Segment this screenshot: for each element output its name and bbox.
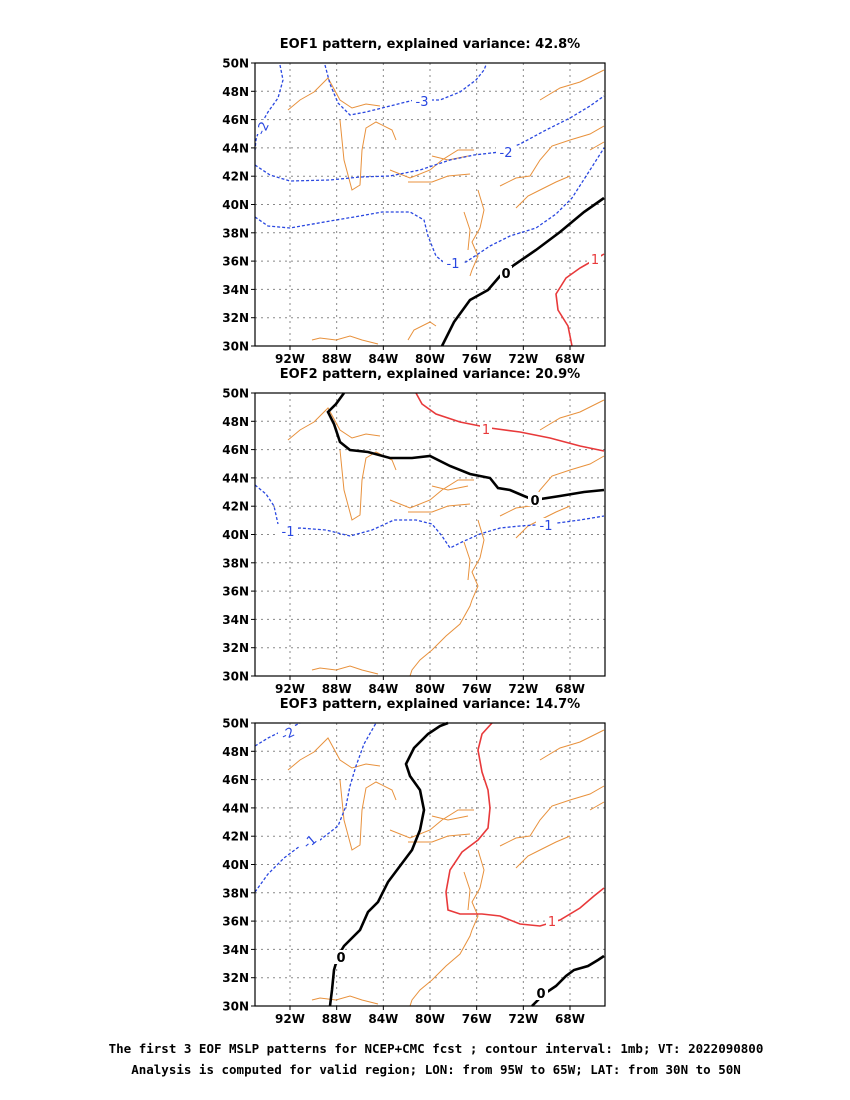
lat-tick-label: 34N — [222, 613, 249, 627]
lon-tick-label: 92W — [275, 682, 305, 696]
lat-tick-label: 32N — [222, 641, 249, 655]
eof3-axis-labels: 92W 88W 84W 80W 76W 72W 68W 50N 48N 46N 44N 42N 40N 3… — [222, 717, 585, 1027]
lat-tick-label: 46N — [222, 773, 249, 787]
lat-tick-label: 44N — [222, 141, 249, 155]
eof3-label-zero-se: 0 — [536, 987, 545, 1002]
lat-tick-label: 38N — [222, 556, 249, 570]
lat-tick-label: 40N — [222, 858, 249, 872]
lat-tick-label: 30N — [222, 1000, 249, 1014]
lat-tick-label: 30N — [222, 670, 249, 684]
eof2-label-zero: 0 — [530, 494, 539, 509]
eof1-contour-neg2-west — [254, 64, 284, 151]
eof1-panel: EOF1 pattern, explained variance: 42.8% — [222, 37, 606, 367]
lat-tick-label: 46N — [222, 113, 249, 127]
lon-tick-label: 68W — [555, 682, 585, 696]
eof3-contour-neg2 — [254, 722, 301, 747]
lat-tick-label: 38N — [222, 886, 249, 900]
eof1-label-neg1: -1 — [447, 257, 460, 272]
lon-tick-label: 76W — [462, 682, 492, 696]
lat-tick-label: 40N — [222, 528, 249, 542]
lat-tick-label: 34N — [222, 943, 249, 957]
eof2-panel: EOF2 pattern, explained variance: 20.9% … — [222, 367, 606, 697]
lon-tick-label: 84W — [368, 1012, 398, 1026]
lat-tick-label: 48N — [222, 85, 249, 99]
eof3-label-neg2: -2 — [279, 725, 297, 744]
lon-tick-label: 80W — [415, 1012, 445, 1026]
lon-tick-label: 68W — [555, 1012, 585, 1026]
lat-tick-label: 32N — [222, 311, 249, 325]
lon-tick-label: 92W — [275, 352, 305, 366]
lon-tick-label: 80W — [415, 352, 445, 366]
lat-tick-label: 38N — [222, 226, 249, 240]
lat-tick-label: 42N — [222, 500, 249, 514]
caption-line-1: The first 3 EOF MSLP patterns for NCEP+C… — [109, 1041, 764, 1056]
lat-tick-label: 42N — [222, 830, 249, 844]
eof1-axis-labels: 92W 88W 84W 80W 76W 72W 68W 50N 48N 46N 44N 42N 40N 3… — [222, 57, 585, 367]
lat-tick-label: 36N — [222, 255, 249, 269]
lat-tick-label: 50N — [222, 387, 249, 401]
lat-tick-label: 44N — [222, 801, 249, 815]
lat-tick-label: 50N — [222, 717, 249, 731]
eof2-contour-labels: 1 0 -1 -1 — [278, 422, 556, 540]
lon-tick-label: 88W — [322, 352, 352, 366]
eof1-coastline — [287, 69, 605, 345]
lat-tick-label: 40N — [222, 198, 249, 212]
lon-tick-label: 68W — [555, 352, 585, 366]
lon-tick-label: 88W — [322, 1012, 352, 1026]
eof2-contour-neg1-west — [254, 484, 279, 525]
eof3-contour-labels: -2 -1 0 0 1 — [278, 725, 558, 1002]
lat-tick-label: 50N — [222, 57, 249, 71]
eof1-contour-neg3 — [324, 64, 487, 116]
eof1-label-neg2-west: -2 — [254, 120, 273, 138]
eof3-label-pos1: 1 — [548, 915, 556, 930]
eof1-contour-neg2-main — [254, 95, 605, 182]
eof3-gridlines — [255, 722, 605, 1007]
eof1-title: EOF1 pattern, explained variance: 42.8% — [280, 37, 580, 52]
eof2-contour-zero — [326, 392, 605, 502]
lon-tick-label: 80W — [415, 682, 445, 696]
lon-tick-label: 76W — [462, 1012, 492, 1026]
eof3-panel: EOF3 pattern, explained variance: 14.7% — [222, 697, 606, 1027]
lon-tick-label: 88W — [322, 682, 352, 696]
eof2-contour-neg1-main — [277, 515, 605, 549]
lon-tick-label: 84W — [368, 682, 398, 696]
eof2-coastline — [287, 399, 605, 677]
lat-tick-label: 30N — [222, 340, 249, 354]
eof1-contour-labels: -3 -2 -2 -1 0 1 — [253, 94, 601, 282]
eof2-label-pos1: 1 — [482, 423, 490, 438]
lon-tick-label: 72W — [508, 352, 538, 366]
eof2-title: EOF2 pattern, explained variance: 20.9% — [280, 367, 580, 382]
eof3-title: EOF3 pattern, explained variance: 14.7% — [280, 697, 580, 712]
eof1-label-pos1: 1 — [591, 253, 599, 268]
lon-tick-label: 76W — [462, 352, 492, 366]
caption-line-2: Analysis is computed for valid region; L… — [131, 1062, 741, 1077]
lat-tick-label: 36N — [222, 915, 249, 929]
eof3-coastline — [287, 729, 605, 1007]
lat-tick-label: 32N — [222, 971, 249, 985]
lon-tick-label: 72W — [508, 1012, 538, 1026]
lat-tick-label: 44N — [222, 471, 249, 485]
lat-tick-label: 34N — [222, 283, 249, 297]
lat-tick-label: 46N — [222, 443, 249, 457]
eof3-contour-neg1 — [254, 722, 377, 893]
eof1-label-neg3: -3 — [416, 95, 429, 110]
lon-tick-label: 92W — [275, 1012, 305, 1026]
eof1-label-neg2-main: -2 — [500, 146, 513, 161]
lat-tick-label: 48N — [222, 415, 249, 429]
eof2-label-neg1-east: -1 — [540, 519, 553, 534]
eof1-label-zero: 0 — [501, 267, 510, 282]
lon-tick-label: 72W — [508, 682, 538, 696]
lat-tick-label: 48N — [222, 745, 249, 759]
lon-tick-label: 84W — [368, 352, 398, 366]
eof2-axis-labels: 92W 88W 84W 80W 76W 72W 68W 50N 48N 46N 44N 42N 40N 3… — [222, 387, 585, 697]
eof2-gridlines — [255, 392, 605, 677]
eof2-label-neg1-west: -1 — [282, 525, 295, 540]
eof3-label-zero-main: 0 — [336, 951, 345, 966]
lat-tick-label: 42N — [222, 170, 249, 184]
lat-tick-label: 36N — [222, 585, 249, 599]
eof2-contour-pos1 — [415, 392, 605, 452]
